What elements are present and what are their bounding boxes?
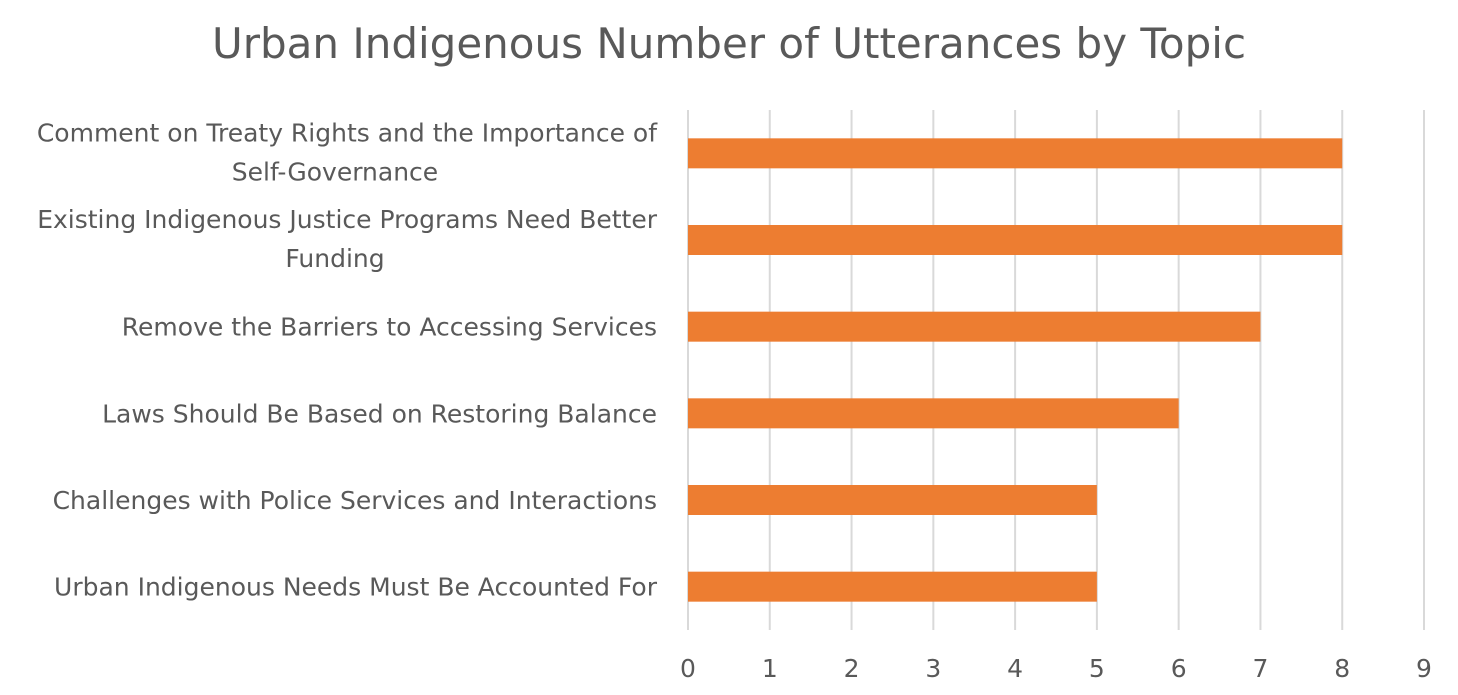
x-tick-label-6: 6 [1171, 654, 1187, 683]
category-label-1: Comment on Treaty Rights and the Importa… [37, 118, 658, 186]
x-tick-label-5: 5 [1089, 654, 1105, 683]
x-axis: 0 1 2 3 4 5 6 7 8 9 [680, 654, 1432, 683]
category-label-4: Laws Should Be Based on Restoring Balanc… [102, 399, 657, 428]
bar-2 [688, 225, 1343, 255]
x-tick-label-8: 8 [1334, 654, 1350, 683]
bar-6 [688, 571, 1097, 602]
x-tick-label-0: 0 [680, 654, 696, 683]
x-tick-label-1: 1 [762, 654, 778, 683]
category-label-3: Remove the Barriers to Accessing Service… [122, 313, 657, 342]
bar-3 [688, 311, 1261, 342]
x-tick-label-2: 2 [844, 654, 860, 683]
chart-title: Urban Indigenous Number of Utterances by… [212, 19, 1246, 68]
bar-5 [688, 485, 1097, 515]
bar-1 [688, 138, 1343, 169]
x-tick-label-3: 3 [925, 654, 941, 683]
x-tick-label-9: 9 [1416, 654, 1432, 683]
bar-4 [688, 398, 1179, 429]
category-label-6: Urban Indigenous Needs Must Be Accounted… [54, 573, 658, 602]
category-label-5: Challenges with Police Services and Inte… [53, 486, 657, 515]
category-label-2: Existing Indigenous Justice Programs Nee… [37, 205, 658, 273]
category-labels: Comment on Treaty Rights and the Importa… [37, 118, 658, 601]
x-tick-label-7: 7 [1252, 654, 1268, 683]
bars [688, 138, 1343, 602]
x-tick-label-4: 4 [1007, 654, 1023, 683]
gridlines [687, 110, 1425, 630]
